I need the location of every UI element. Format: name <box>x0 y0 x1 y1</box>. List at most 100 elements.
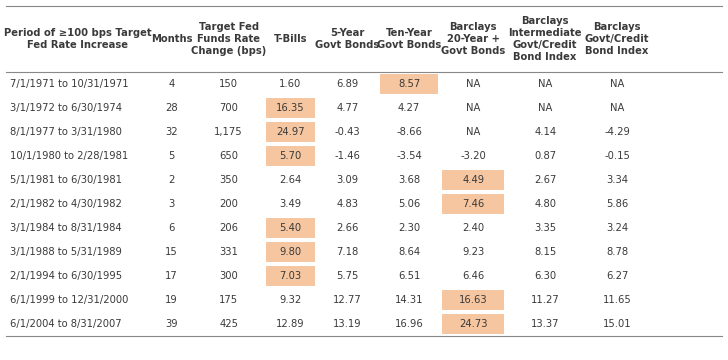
Text: 8.78: 8.78 <box>606 247 628 257</box>
Text: 7.46: 7.46 <box>462 199 484 209</box>
Text: 9.32: 9.32 <box>279 295 301 305</box>
Bar <box>442 170 505 190</box>
Bar <box>266 242 314 262</box>
Text: 15.01: 15.01 <box>603 319 631 329</box>
Text: 300: 300 <box>219 271 238 281</box>
Text: 5.75: 5.75 <box>336 271 359 281</box>
Text: 6/1/2004 to 8/31/2007: 6/1/2004 to 8/31/2007 <box>10 319 122 329</box>
Text: 10/1/1980 to 2/28/1981: 10/1/1980 to 2/28/1981 <box>10 151 128 161</box>
Text: 4.83: 4.83 <box>336 199 358 209</box>
Text: 650: 650 <box>219 151 238 161</box>
Text: -8.66: -8.66 <box>396 127 422 137</box>
Text: 12.89: 12.89 <box>276 319 304 329</box>
Text: 7.18: 7.18 <box>336 247 359 257</box>
Text: 9.80: 9.80 <box>280 247 301 257</box>
Text: 6.30: 6.30 <box>534 271 556 281</box>
Text: -3.20: -3.20 <box>460 151 486 161</box>
Text: Months: Months <box>151 34 192 44</box>
Text: 2.30: 2.30 <box>398 223 420 233</box>
Text: Target Fed
Funds Rate
Change (bps): Target Fed Funds Rate Change (bps) <box>191 22 266 56</box>
Text: NA: NA <box>538 103 553 113</box>
Text: NA: NA <box>610 103 625 113</box>
Text: 2.66: 2.66 <box>336 223 359 233</box>
Text: 3: 3 <box>168 199 175 209</box>
Text: 5.86: 5.86 <box>606 199 628 209</box>
Text: 3/1/1988 to 5/31/1989: 3/1/1988 to 5/31/1989 <box>10 247 122 257</box>
Text: NA: NA <box>466 127 480 137</box>
Text: 2: 2 <box>168 175 175 185</box>
Text: 2/1/1994 to 6/30/1995: 2/1/1994 to 6/30/1995 <box>10 271 122 281</box>
Text: 6.46: 6.46 <box>462 271 484 281</box>
Text: 39: 39 <box>165 319 178 329</box>
Text: -0.43: -0.43 <box>335 127 360 137</box>
Text: 2.64: 2.64 <box>279 175 301 185</box>
Text: 5.06: 5.06 <box>398 199 420 209</box>
Text: T-Bills: T-Bills <box>274 34 307 44</box>
Bar <box>442 314 505 334</box>
Text: 6.27: 6.27 <box>606 271 628 281</box>
Bar <box>266 218 314 238</box>
Text: 200: 200 <box>219 199 238 209</box>
Text: 206: 206 <box>219 223 238 233</box>
Text: 3.68: 3.68 <box>398 175 420 185</box>
Text: 331: 331 <box>219 247 238 257</box>
Bar <box>266 266 314 286</box>
Text: 17: 17 <box>165 271 178 281</box>
Text: NA: NA <box>610 79 625 89</box>
Text: 4.77: 4.77 <box>336 103 359 113</box>
Text: 3/1/1972 to 6/30/1974: 3/1/1972 to 6/30/1974 <box>10 103 122 113</box>
Text: 14.31: 14.31 <box>395 295 424 305</box>
Text: 1,175: 1,175 <box>214 127 243 137</box>
Text: 4.14: 4.14 <box>534 127 556 137</box>
Text: 4.27: 4.27 <box>398 103 420 113</box>
Text: Barclays
Intermediate
Govt/Credit
Bond Index: Barclays Intermediate Govt/Credit Bond I… <box>508 16 582 62</box>
Text: Barclays
20-Year +
Govt Bonds: Barclays 20-Year + Govt Bonds <box>441 22 505 56</box>
Text: NA: NA <box>538 79 553 89</box>
Text: 3.09: 3.09 <box>336 175 359 185</box>
Text: 6.51: 6.51 <box>398 271 420 281</box>
Text: 3.49: 3.49 <box>280 199 301 209</box>
Text: 5/1/1981 to 6/30/1981: 5/1/1981 to 6/30/1981 <box>10 175 122 185</box>
Text: Period of ≥100 bps Target
Fed Rate Increase: Period of ≥100 bps Target Fed Rate Incre… <box>4 28 151 50</box>
Text: 9.23: 9.23 <box>462 247 484 257</box>
Text: 3.24: 3.24 <box>606 223 628 233</box>
Text: -3.54: -3.54 <box>396 151 422 161</box>
Text: 5.70: 5.70 <box>279 151 301 161</box>
Text: 6: 6 <box>168 223 175 233</box>
Text: 3/1/1984 to 8/31/1984: 3/1/1984 to 8/31/1984 <box>10 223 122 233</box>
Text: 11.65: 11.65 <box>603 295 631 305</box>
Text: 8.57: 8.57 <box>398 79 420 89</box>
Text: 8.15: 8.15 <box>534 247 556 257</box>
Text: 5.40: 5.40 <box>280 223 301 233</box>
Bar <box>442 194 505 214</box>
Text: 5: 5 <box>168 151 175 161</box>
Text: 24.97: 24.97 <box>276 127 304 137</box>
Text: 13.19: 13.19 <box>333 319 362 329</box>
Text: 3.35: 3.35 <box>534 223 556 233</box>
Bar <box>380 74 438 94</box>
Text: 150: 150 <box>219 79 238 89</box>
Text: Barclays
Govt/Credit
Bond Index: Barclays Govt/Credit Bond Index <box>585 22 649 56</box>
Text: 6/1/1999 to 12/31/2000: 6/1/1999 to 12/31/2000 <box>10 295 128 305</box>
Text: 2.67: 2.67 <box>534 175 556 185</box>
Text: 12.77: 12.77 <box>333 295 362 305</box>
Bar <box>266 122 314 142</box>
Text: NA: NA <box>466 103 480 113</box>
Text: 2/1/1982 to 4/30/1982: 2/1/1982 to 4/30/1982 <box>10 199 122 209</box>
Text: 3.34: 3.34 <box>606 175 628 185</box>
Text: 24.73: 24.73 <box>459 319 488 329</box>
Bar <box>442 290 505 310</box>
Text: -0.15: -0.15 <box>604 151 630 161</box>
Text: 11.27: 11.27 <box>531 295 560 305</box>
Text: 350: 350 <box>219 175 238 185</box>
Text: 175: 175 <box>219 295 238 305</box>
Text: -4.29: -4.29 <box>604 127 630 137</box>
Text: 425: 425 <box>219 319 238 329</box>
Text: 4: 4 <box>168 79 175 89</box>
Text: 7/1/1971 to 10/31/1971: 7/1/1971 to 10/31/1971 <box>10 79 129 89</box>
Text: 6.89: 6.89 <box>336 79 359 89</box>
Text: 16.35: 16.35 <box>276 103 304 113</box>
Text: 15: 15 <box>165 247 178 257</box>
Text: 2.40: 2.40 <box>462 223 484 233</box>
Text: 0.87: 0.87 <box>534 151 556 161</box>
